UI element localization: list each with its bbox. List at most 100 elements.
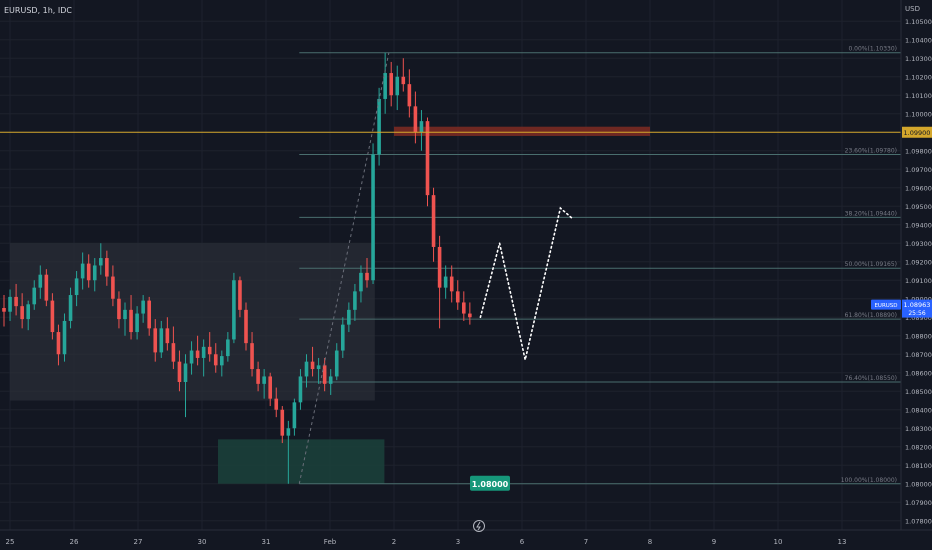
candle-body [304,361,309,377]
candle-body [26,304,30,320]
fib-label: 76.40%(1.08550) [845,375,897,382]
candle-body [99,258,103,266]
price-tick-label: 1.08600 [905,369,932,377]
time-tick-label: 6 [520,538,525,546]
grid [0,0,901,530]
fibonacci-levels[interactable]: 0.00%(1.10330) 23.60%(1.09780) 38.20%(1.09… [299,46,901,485]
candle-body [341,324,345,351]
candle-body [92,265,97,281]
time-tick-label: 10 [774,538,783,546]
symbol-header: EURUSD, 1h, IDC [4,6,72,15]
time-axis[interactable]: 25 26 27 30 31 Feb 2 3 6 7 8 9 10 13 [6,538,847,546]
fib-label: 23.60%(1.09780) [845,147,897,154]
candle-body [389,73,393,96]
candle-body [147,300,151,329]
candle-body [80,263,85,279]
time-tick-label: 2 [392,538,396,546]
countdown-label: 25:56 [908,310,925,317]
candle-body [111,276,115,299]
candle-body [268,376,272,399]
price-tick-label: 1.10300 [905,55,932,63]
candle-body [177,361,182,382]
candle-body [2,308,6,312]
candle-body [62,320,67,355]
candle-body [189,350,194,364]
price-tick-label: 1.07900 [905,499,932,507]
candle-body [32,287,37,305]
symbol-tag [871,299,901,310]
level-tag-label: 1.09900 [904,129,931,137]
candle-body [105,258,109,277]
fib-label: 61.80%(1.08890) [845,312,897,319]
price-tick-label: 1.10500 [905,18,932,26]
overlays [0,52,901,484]
price-tick-label: 1.07800 [905,517,932,525]
price-tick-label: 1.09300 [905,240,932,248]
demand-zone [218,439,385,484]
candle-body [468,313,472,318]
price-tick-label: 1.08900 [905,314,932,322]
candle-body [462,302,466,314]
candle-body [238,280,242,310]
price-tick-label: 1.09600 [905,184,932,192]
candle-body [20,306,24,320]
candle-body [117,298,121,320]
candle-body [232,280,236,340]
time-tick-label: 7 [584,538,588,546]
price-tick-label: 1.08100 [905,462,932,470]
price-tick-label: 1.09700 [905,166,932,174]
candle-body [220,356,224,366]
price-tick-label: 1.08300 [905,425,932,433]
time-tick-label: 27 [134,538,143,546]
candle-body [14,296,18,307]
candle-body [68,295,73,321]
price-tick-label: 1.09200 [905,258,932,266]
candle-body [141,300,145,314]
fib-anchor-line [298,52,390,484]
candle-body [316,365,321,370]
candle-body [274,398,279,410]
candle-body [322,365,327,384]
price-tick-label: 1.10100 [905,92,932,100]
time-tick-label: 8 [648,538,652,546]
projection-path [479,206,575,360]
candle-body [74,278,79,296]
candle-body [159,328,164,353]
symbol-tag-label: EURUSD [874,303,897,309]
fib-label: 38.20%(1.09440) [845,210,897,217]
candle-body [365,272,369,281]
time-tick-label: 30 [198,538,207,546]
time-tick-label: 26 [70,538,79,546]
time-tick-label: 9 [712,538,716,546]
candle-body [353,291,357,310]
candle-body [371,154,375,281]
candle-body [129,309,133,333]
candle-body [292,402,297,429]
replay-icon[interactable] [473,520,485,532]
candle-body [8,296,12,312]
level-tag [902,126,932,138]
candle-body [280,409,285,436]
price-axis[interactable]: 1.10500 1.10400 1.10300 1.10200 1.10100 1.100… [905,18,932,526]
candle-body [359,272,363,292]
candle-body [207,346,212,355]
candle-body [250,343,254,370]
candle-body [201,346,206,358]
candle-body [244,309,248,344]
current-price-label: 1.08963 [904,301,931,309]
candle-body [310,361,315,370]
target-tag [470,475,510,491]
time-tick-label: 31 [262,538,271,546]
price-tick-label: 1.10200 [905,73,932,81]
candle-body [226,339,230,357]
candle-body [347,309,351,325]
time-tick-label: 3 [456,538,460,546]
price-tick-label: 1.10400 [905,36,932,44]
candle-body [256,369,260,384]
price-tick-label: 1.08400 [905,406,932,414]
candle-body [401,76,406,85]
candle-body [153,328,158,353]
fib-label: 50.00%(1.09165) [845,261,897,268]
supply-zone [394,126,650,136]
